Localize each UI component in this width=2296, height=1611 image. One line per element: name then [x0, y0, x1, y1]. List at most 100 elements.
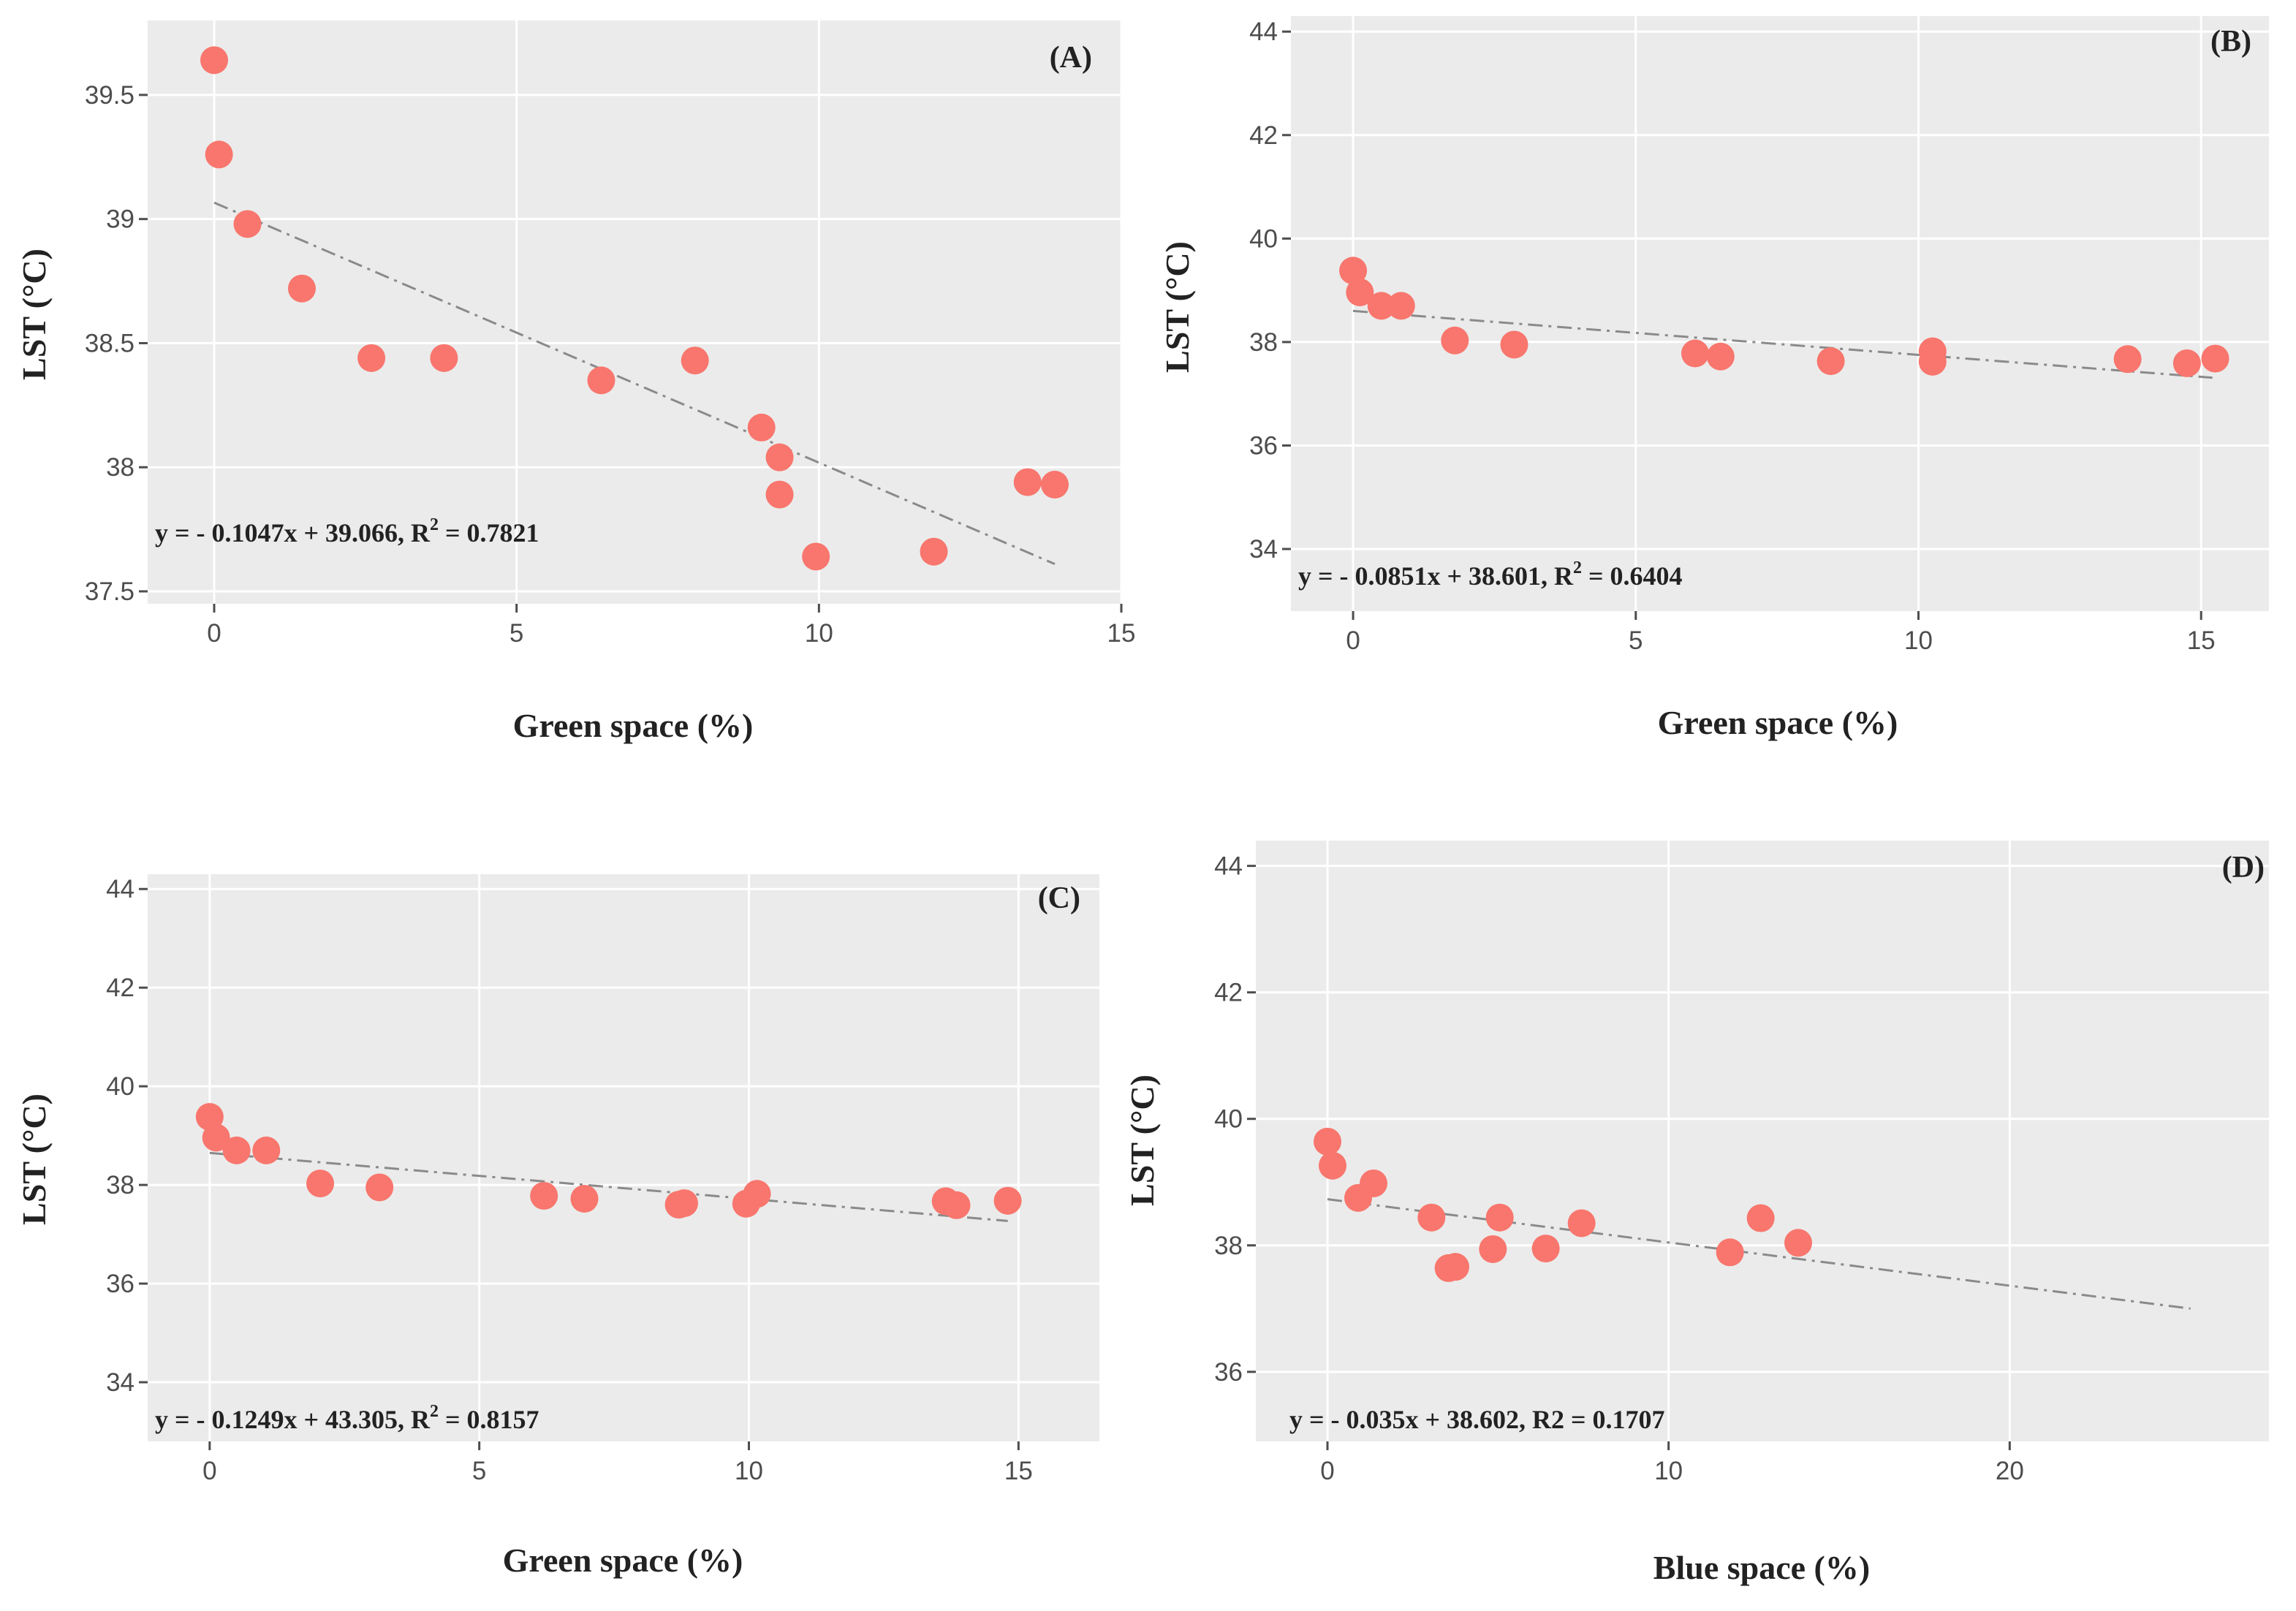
x-axis-ticks: 0 5 10 15 [207, 604, 1135, 648]
scatter-panel-c: 34 36 38 40 42 44 0 5 10 15 (C) y = - 0.1249x + … [15, 874, 1099, 1579]
scatter-point [252, 1136, 281, 1164]
y-tick-label: 37.5 [85, 577, 134, 606]
scatter-point [2201, 344, 2229, 373]
y-tick-label: 39 [106, 205, 134, 234]
scatter-point [1346, 278, 1374, 306]
scatter-point [920, 537, 948, 566]
scatter-panel-d: 36 38 40 42 44 0 10 20 (D) y = - 0.035x + 38.6… [1124, 841, 2269, 1586]
data-points [195, 1102, 1022, 1219]
scatter-point [287, 274, 316, 303]
scatter-point [1567, 1209, 1596, 1237]
y-axis-ticks: 36 38 40 42 44 [1214, 852, 1256, 1387]
x-axis-ticks: 0 10 20 [1320, 1441, 2024, 1485]
scatter-panel-b: 34 36 38 40 42 44 0 5 10 15 (B) y = - 0.0851x + … [1159, 16, 2269, 741]
x-axis-title: Green space (%) [503, 1542, 743, 1579]
data-points [1339, 257, 2229, 377]
y-tick-label: 42 [1249, 121, 1278, 150]
regression-equation: y = - 0.035x + 38.602, R2 = 0.1707 [1289, 1405, 1665, 1434]
x-axis-title: Green space (%) [513, 707, 754, 744]
x-tick-label: 15 [2187, 626, 2216, 655]
x-tick-label: 15 [1107, 619, 1136, 648]
scatter-point [1360, 1169, 1387, 1197]
y-tick-label: 42 [106, 974, 134, 1002]
regression-trend-line [1327, 1198, 2191, 1310]
x-tick-label: 0 [207, 619, 221, 648]
y-tick-label: 34 [1249, 535, 1278, 564]
y-axis-title: LST (°C) [1124, 1074, 1161, 1206]
scatter-point [365, 1173, 394, 1202]
scatter-point [570, 1185, 599, 1213]
scatter-point [1531, 1235, 1560, 1263]
scatter-point [765, 480, 794, 509]
y-tick-label: 44 [1214, 852, 1243, 881]
plot-background [148, 20, 1121, 604]
scatter-point [200, 46, 229, 75]
data-points [200, 46, 1069, 571]
scatter-point [1314, 1127, 1341, 1156]
x-axis-ticks: 0 5 10 15 [202, 1441, 1033, 1485]
scatter-point [1367, 292, 1395, 320]
x-tick-label: 20 [1996, 1457, 2024, 1485]
scatter-point [1387, 292, 1415, 320]
scatter-point [1441, 326, 1469, 355]
y-axis-title: LST (°C) [15, 249, 53, 380]
trend-line [1352, 309, 2213, 379]
panel-label: (D) [2222, 851, 2265, 884]
scatter-point [1784, 1229, 1812, 1257]
y-tick-label: 38 [106, 453, 134, 482]
y-axis-ticks: 34 36 38 40 42 44 [106, 875, 148, 1397]
scatter-point [1479, 1235, 1507, 1263]
gridlines [148, 874, 1099, 1441]
regression-equation: y = - 0.1249x + 43.305, R2 = 0.8157 [155, 1402, 539, 1434]
scatter-point [205, 140, 233, 169]
scatter-point [1500, 330, 1528, 359]
x-tick-label: 10 [735, 1457, 763, 1485]
scatter-point [942, 1191, 971, 1219]
x-tick-label: 0 [202, 1457, 216, 1485]
panel-label: (C) [1038, 882, 1080, 915]
x-tick-label: 5 [509, 619, 523, 648]
x-tick-label: 10 [1904, 626, 1933, 655]
scatter-point [202, 1123, 230, 1152]
regression-equation: y = - 0.0851x + 38.601, R2 = 0.6404 [1298, 558, 1683, 591]
x-tick-label: 0 [1320, 1457, 1334, 1485]
scatter-point [306, 1170, 335, 1198]
scatter-point [587, 366, 615, 395]
y-axis-title: LST (°C) [15, 1093, 53, 1225]
y-tick-label: 36 [1214, 1358, 1243, 1387]
scatter-point [1716, 1238, 1744, 1267]
scatter-point [1706, 342, 1735, 371]
y-tick-label: 44 [1249, 18, 1278, 46]
scatter-point [802, 542, 830, 571]
scatter-point [357, 344, 386, 372]
scatter-point [993, 1186, 1022, 1215]
y-tick-label: 44 [106, 875, 134, 903]
x-axis-title: Green space (%) [1658, 704, 1898, 741]
x-axis-ticks: 0 5 10 15 [1346, 611, 2216, 655]
gridlines [148, 20, 1123, 604]
trend-line [213, 201, 1056, 566]
y-tick-label: 40 [1214, 1105, 1243, 1134]
y-tick-label: 42 [1214, 979, 1243, 1007]
scatter-point [765, 443, 794, 471]
x-tick-label: 0 [1346, 626, 1360, 655]
y-tick-label: 38.5 [85, 329, 134, 357]
y-axis-title: LST (°C) [1159, 241, 1196, 373]
scatter-point [1746, 1204, 1775, 1232]
x-axis-title: Blue space (%) [1653, 1549, 1870, 1586]
x-tick-label: 10 [1654, 1457, 1683, 1485]
panel-label: (B) [2210, 25, 2251, 58]
scatter-point [2172, 349, 2201, 377]
scatter-point [1040, 471, 1069, 499]
y-tick-label: 40 [1249, 224, 1278, 253]
scatter-panel-a: 37.5 38 38.5 39 39.5 0 5 10 15 (A) y = - 0.1047… [15, 20, 1135, 744]
scatter-point [1918, 337, 1947, 365]
scatter-point [1681, 339, 1709, 368]
regression-trend-line [213, 201, 1056, 566]
plot-background [1256, 841, 2269, 1441]
y-tick-label: 40 [106, 1072, 134, 1101]
gridlines [1291, 16, 2269, 611]
y-axis-ticks: 34 36 38 40 42 44 [1249, 18, 1291, 564]
scatter-point [1339, 257, 1368, 285]
y-tick-label: 38 [106, 1171, 134, 1199]
